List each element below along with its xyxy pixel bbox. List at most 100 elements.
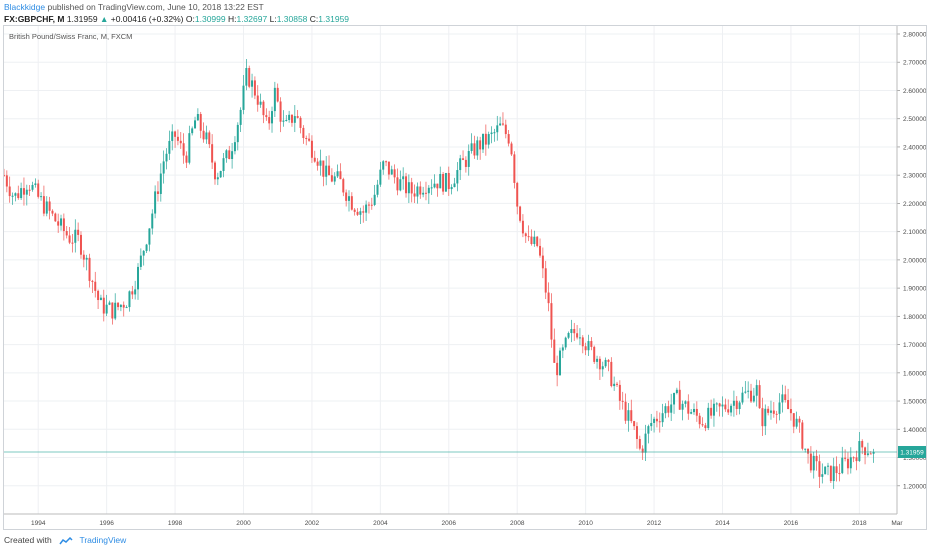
candle-body xyxy=(801,422,804,449)
candle-body xyxy=(815,455,818,462)
author-link[interactable]: Blackkidge xyxy=(4,2,46,12)
candle-body xyxy=(142,250,145,256)
candle-body xyxy=(236,124,239,143)
candle-body xyxy=(322,160,325,177)
candle-body xyxy=(376,184,379,195)
candle-body xyxy=(872,451,875,454)
candle-body xyxy=(630,410,633,422)
candle-body xyxy=(473,143,476,156)
candle-body xyxy=(573,328,576,334)
candle-body xyxy=(673,392,676,405)
candle-body xyxy=(624,401,627,421)
candle-body xyxy=(117,302,120,308)
candle-body xyxy=(62,218,65,232)
candle-body xyxy=(732,400,735,406)
candle-body xyxy=(787,400,790,410)
candle-body xyxy=(325,165,328,177)
candle-body xyxy=(114,302,117,319)
candle-body xyxy=(844,457,847,459)
candle-body xyxy=(818,461,821,477)
candle-body xyxy=(704,425,707,429)
candle-body xyxy=(664,406,667,414)
y-tick-label: 2.00000 xyxy=(903,257,926,264)
candle-body xyxy=(25,189,28,195)
candle-body xyxy=(45,201,48,214)
candle-body xyxy=(171,131,174,141)
candle-body xyxy=(627,410,630,421)
candle-body xyxy=(524,233,527,237)
candle-body xyxy=(838,473,841,475)
x-tick-label: 1994 xyxy=(31,520,46,527)
candle-body xyxy=(60,218,63,226)
price-chart[interactable]: 1.20000 1.30000 1.40000 1.50000 1.60000 1.700… xyxy=(4,26,926,529)
candle-body xyxy=(393,169,396,178)
candle-body xyxy=(48,201,51,211)
candle-body xyxy=(362,211,365,213)
symbol-label[interactable]: FX:GBPCHF, M xyxy=(4,14,65,24)
candle-body xyxy=(225,150,228,159)
x-tick-label: 2014 xyxy=(715,520,730,527)
candle-body xyxy=(675,389,678,393)
candle-body xyxy=(102,297,105,314)
candle-body xyxy=(194,120,197,129)
open-value: 1.30999 xyxy=(194,14,226,24)
candle-body xyxy=(727,409,730,413)
candle-body xyxy=(698,415,701,425)
candle-body xyxy=(151,213,154,229)
y-tick-label: 2.50000 xyxy=(903,116,926,123)
candle-body xyxy=(858,441,861,462)
candle-body xyxy=(176,136,179,141)
candle-body xyxy=(690,412,693,414)
x-tick-label: 2002 xyxy=(305,520,320,527)
candle-body xyxy=(145,244,148,251)
x-tick-label: 2010 xyxy=(578,520,593,527)
candle-body xyxy=(356,211,359,215)
chart-header: Blackkidge published on TradingView.com,… xyxy=(4,2,928,24)
candle-body xyxy=(718,403,721,407)
x-tick-label: 2008 xyxy=(510,520,525,527)
open-label: O: xyxy=(185,14,195,24)
candle-body xyxy=(658,421,661,423)
candle-body xyxy=(442,174,445,192)
candle-body xyxy=(405,176,408,194)
candle-body xyxy=(741,392,744,403)
y-tick-label: 1.70000 xyxy=(903,342,926,349)
candle-body xyxy=(276,87,279,102)
candle-body xyxy=(279,101,282,122)
candle-body xyxy=(365,204,368,213)
candle-body xyxy=(68,235,71,243)
candle-body xyxy=(74,229,77,243)
candle-body xyxy=(119,304,122,308)
candle-body xyxy=(499,123,502,126)
candle-body xyxy=(496,125,499,133)
candle-body xyxy=(761,408,764,427)
candle-body xyxy=(829,465,832,482)
candle-body xyxy=(385,161,388,163)
candle-body xyxy=(402,176,405,180)
last-price: 1.31959 xyxy=(66,14,98,24)
candle-body xyxy=(339,171,342,180)
candle-body xyxy=(28,189,31,191)
candle-body xyxy=(285,119,288,121)
high-value: 1.32697 xyxy=(236,14,268,24)
tradingview-brand[interactable]: TradingView xyxy=(79,535,127,545)
candle-body xyxy=(453,183,456,188)
candle-body xyxy=(789,409,792,414)
candle-body xyxy=(444,173,447,192)
x-tick-label: 2004 xyxy=(373,520,388,527)
candle-body xyxy=(436,183,439,189)
candle-body xyxy=(650,422,653,427)
candle-body xyxy=(77,229,80,235)
chart-frame[interactable]: 1.20000 1.30000 1.40000 1.50000 1.60000 1.700… xyxy=(3,25,927,530)
candle-body xyxy=(139,255,142,267)
last-price-tag xyxy=(898,445,926,458)
y-tick-label: 1.50000 xyxy=(903,399,926,406)
candle-body xyxy=(422,192,425,195)
candle-body xyxy=(108,302,111,305)
candle-body xyxy=(387,161,390,175)
candle-body xyxy=(182,143,185,156)
candle-body xyxy=(618,384,621,401)
candle-body xyxy=(256,95,259,105)
candle-body xyxy=(747,390,750,392)
candle-body xyxy=(521,220,524,234)
